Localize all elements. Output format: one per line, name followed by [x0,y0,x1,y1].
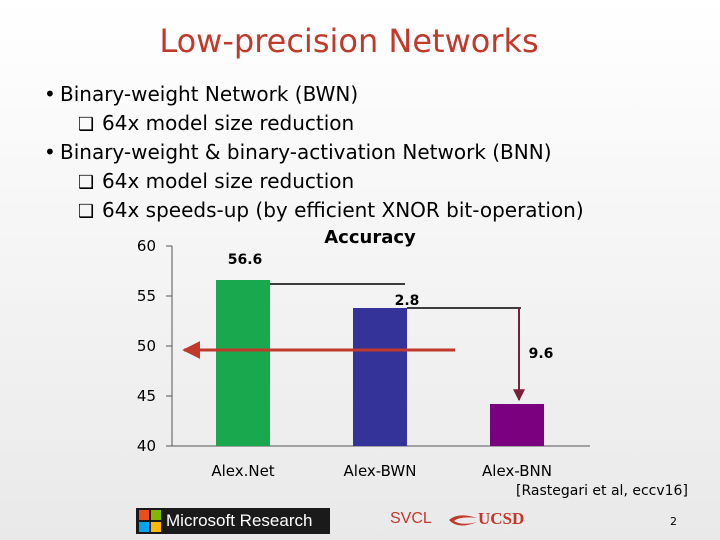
bars-group [216,280,544,446]
page-number: 2 [670,515,677,528]
y-tick-label: 60 [137,237,156,255]
y-tick-label: 55 [137,287,156,305]
bullet-dot-icon: • [44,82,56,106]
bullet-bwn-text: Binary-weight Network (BWN) [60,82,359,106]
sub-bullet-text: 64x model size reduction [102,169,355,193]
sub-bullet-bwn-size: ❑ 64x model size reduction [44,109,584,138]
sub-bullet-text: 64x speeds-up (by efficient XNOR bit-ope… [102,198,584,222]
data-label: 56.6 [228,252,263,268]
bar-alex-bnn [490,404,544,446]
ucsd-logo: UCSD [478,509,525,528]
x-axis-labels: Alex.Net Alex-BWN Alex-BNN [211,462,552,480]
data-label: 2.8 [395,293,420,309]
sub-bullet-bnn-size: ❑ 64x model size reduction [44,167,584,196]
annotations-group: 56.6 2.8 9.6 [182,252,554,402]
checkbox-bullet-icon: ❑ [78,114,95,135]
citation: [Rastegari et al, eccv16] [516,483,688,499]
y-tick-label: 45 [137,387,156,405]
data-label: 9.6 [529,346,554,362]
bullet-bwn: • Binary-weight Network (BWN) [44,80,584,109]
checkbox-bullet-icon: ❑ [78,201,95,222]
x-category-label: Alex.Net [211,462,274,480]
ucsd-swoosh-icon [449,515,477,526]
y-tick-label: 40 [137,437,156,455]
microsoft-research-label: Microsoft Research [166,511,313,530]
bullet-bnn-text: Binary-weight & binary-activation Networ… [60,140,552,164]
bar-alex-net [216,280,270,446]
slide-title: Low-precision Networks [159,22,539,60]
y-tick-label: 50 [137,337,156,355]
svcl-logo: SVCL [390,510,432,527]
chart-title: Accuracy [324,227,416,248]
x-category-label: Alex-BNN [482,462,552,480]
microsoft-research-logo: Microsoft Research [136,508,330,534]
x-category-label: Alex-BWN [344,462,417,480]
bullet-bnn: • Binary-weight & binary-activation Netw… [44,138,584,167]
checkbox-bullet-icon: ❑ [78,172,95,193]
bar-alex-bwn [353,308,407,446]
sub-bullet-text: 64x model size reduction [102,111,355,135]
sub-bullet-bnn-speed: ❑ 64x speeds-up (by efficient XNOR bit-o… [44,196,584,225]
windows-flag-icon [139,510,161,532]
bullet-dot-icon: • [44,140,56,164]
bullet-list: • Binary-weight Network (BWN) ❑ 64x mode… [44,80,584,225]
